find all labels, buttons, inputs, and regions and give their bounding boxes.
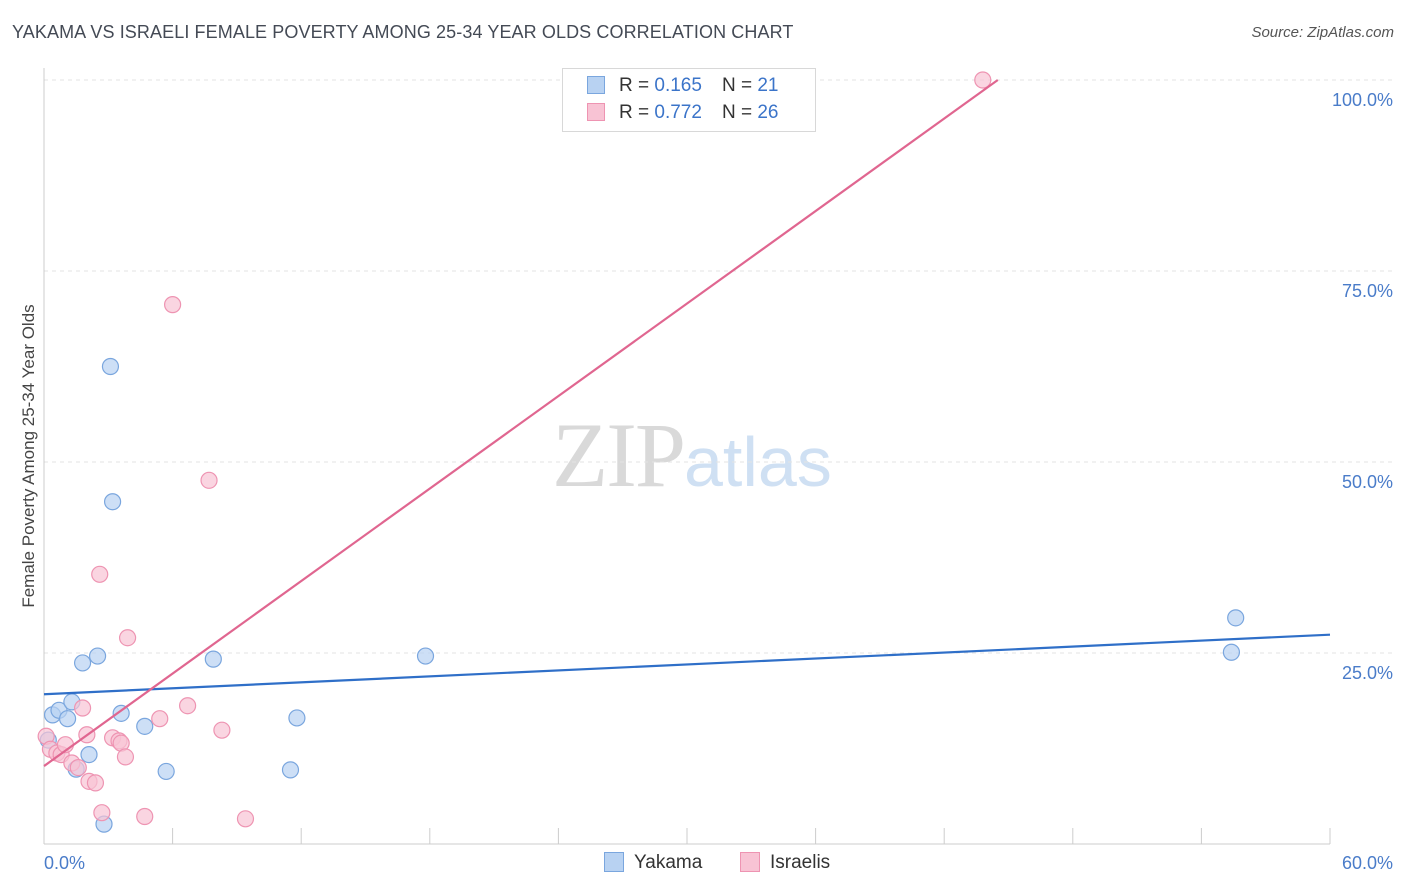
bottom-legend-label-israelis: Israelis [770, 852, 831, 873]
israeli-point [116, 748, 135, 766]
israeli-point [179, 697, 197, 715]
yakama-point [136, 717, 154, 735]
y-tick-label: 25.0% [1342, 663, 1393, 683]
bottom-legend-label-yakama: Yakama [634, 852, 703, 873]
watermark-zip: ZIP [552, 404, 686, 506]
axis-labels: 25.0% 50.0% 75.0% 100.0% 0.0% 60.0% Female Pov… [19, 90, 1393, 873]
yakama-point [1227, 609, 1245, 627]
israeli-point [164, 296, 182, 314]
israeli-point [69, 758, 87, 777]
israeli-point [73, 699, 92, 717]
yakama-point [80, 746, 98, 764]
legend-r-value-yakama: 0.165 [654, 75, 702, 96]
bottom-legend-israelis: Israelis [740, 852, 830, 874]
x-tick-label: 60.0% [1342, 853, 1393, 873]
yakama-point [416, 647, 435, 665]
legend-row-israelis: R = 0.772 N = 26 [587, 102, 778, 126]
yakama-point [288, 709, 306, 727]
yakama-point [1222, 643, 1241, 661]
yakama-point [58, 710, 77, 728]
yakama-trend-line [43, 633, 1331, 696]
y-axis-label: Female Poverty Among 25-34 Year Olds [19, 304, 38, 607]
legend: R = 0.165 N = 21 R = 0.772 N = 26 [562, 68, 816, 132]
legend-r-label: R = [619, 75, 650, 96]
israeli-point [86, 774, 105, 792]
legend-n-value-israelis: 26 [757, 102, 779, 123]
legend-swatch-yakama [587, 76, 605, 94]
axes [43, 68, 1331, 845]
yakama-point [157, 762, 175, 781]
israeli-point [151, 710, 169, 728]
bottom-legend-swatch-israelis [740, 852, 760, 872]
bottom-legend-swatch-yakama [604, 852, 624, 872]
bottom-legend-yakama: Yakama [604, 852, 702, 874]
legend-r-label: R = [619, 102, 650, 123]
y-tick-label: 100.0% [1332, 90, 1393, 110]
israeli-point [236, 810, 255, 828]
y-tick-label: 75.0% [1342, 281, 1393, 301]
legend-r-value-israelis: 0.772 [654, 102, 702, 123]
yakama-point [204, 650, 222, 668]
trend-lines [43, 79, 1331, 767]
yakama-point [281, 761, 300, 779]
israeli-trend-line [43, 79, 999, 767]
data-points [37, 71, 1245, 833]
legend-n-label: N = [721, 75, 753, 96]
yakama-point [73, 654, 92, 672]
legend-swatch-israelis [587, 103, 605, 121]
israeli-point [974, 71, 992, 89]
grid [44, 79, 1394, 654]
legend-row-yakama: R = 0.165 N = 21 [587, 75, 778, 99]
israeli-point [118, 629, 137, 647]
yakama-point [88, 647, 107, 665]
yakama-point [103, 493, 122, 511]
y-tick-label: 50.0% [1342, 472, 1393, 492]
israeli-point [200, 471, 218, 489]
israeli-point [136, 807, 154, 826]
x-tick-label: 0.0% [44, 853, 85, 873]
legend-n-label: N = [721, 102, 753, 123]
yakama-point [101, 357, 120, 376]
chart-title: YAKAMA VS ISRAELI FEMALE POVERTY AMONG 2… [12, 22, 794, 42]
israeli-point [93, 804, 111, 822]
israeli-point [91, 565, 109, 583]
source-label: Source: ZipAtlas.com [1251, 24, 1394, 41]
israeli-point [213, 721, 231, 739]
yakama-point [112, 704, 130, 722]
legend-n-value-yakama: 21 [757, 75, 779, 96]
